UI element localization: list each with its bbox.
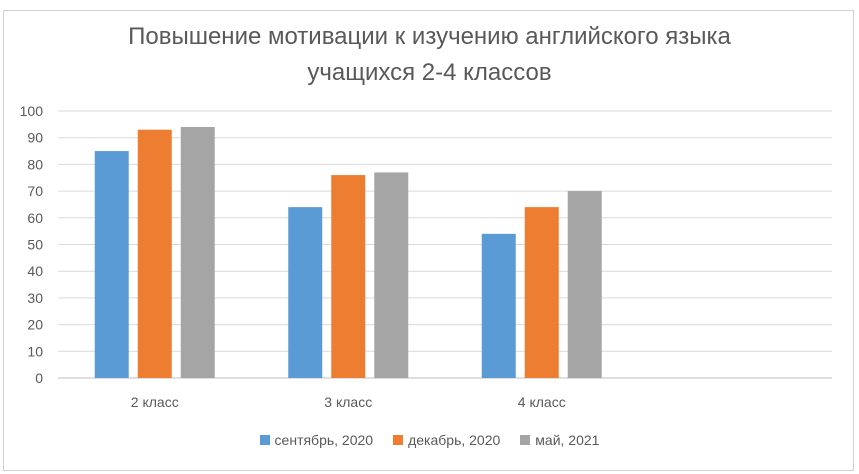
legend-item: декабрь, 2020 — [393, 432, 500, 448]
y-tick-label: 10 — [27, 343, 43, 359]
y-tick-label: 70 — [27, 183, 43, 199]
bar — [481, 233, 516, 378]
y-tick-label: 0 — [35, 370, 43, 386]
x-tick-label: 4 класс — [518, 394, 566, 410]
y-tick-label: 30 — [27, 290, 43, 306]
legend-item: сентябрь, 2020 — [259, 432, 374, 448]
y-tick-label: 20 — [27, 317, 43, 333]
legend-swatch — [393, 435, 404, 445]
y-tick-label: 60 — [27, 210, 43, 226]
bar — [94, 151, 129, 378]
legend-item: май, 2021 — [520, 432, 599, 448]
bar — [331, 175, 366, 378]
legend-label: декабрь, 2020 — [408, 432, 501, 448]
legend-swatch — [520, 435, 531, 445]
legend-label: май, 2021 — [535, 432, 600, 448]
y-tick-label: 100 — [20, 103, 44, 119]
legend-swatch — [259, 435, 270, 445]
bar — [374, 172, 409, 378]
chart-legend: сентябрь, 2020 декабрь, 2020 май, 2021 — [0, 432, 859, 448]
bar — [567, 191, 602, 378]
bar — [524, 207, 559, 378]
y-tick-label: 90 — [27, 130, 43, 146]
chart-title-line-1: Повышение мотивации к изучению английско… — [128, 23, 731, 50]
bar — [180, 127, 215, 379]
bar — [288, 207, 323, 378]
y-tick-label: 80 — [27, 156, 43, 172]
chart-title-line-2: учащихся 2-4 классов — [307, 59, 552, 86]
y-tick-label: 50 — [27, 237, 43, 253]
x-tick-label: 2 класс — [131, 394, 179, 410]
y-tick-label: 40 — [27, 263, 43, 279]
bar — [137, 129, 172, 378]
legend-label: сентябрь, 2020 — [274, 432, 374, 448]
x-tick-label: 3 класс — [324, 394, 372, 410]
